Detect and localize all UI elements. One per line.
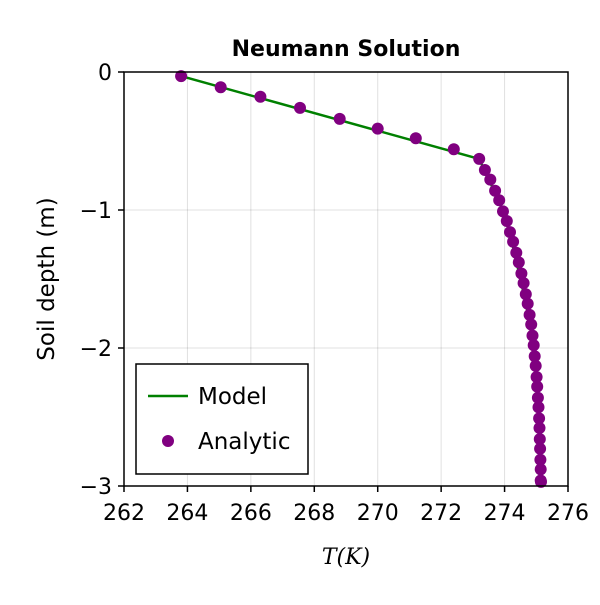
x-tick-label: 264 <box>166 501 208 526</box>
y-tick-label: −3 <box>80 475 112 500</box>
series-point-analytic <box>532 401 545 414</box>
series-point-analytic <box>535 475 547 488</box>
series-point-analytic <box>533 422 546 434</box>
chart-title: Neumann Solution <box>232 37 461 62</box>
y-tick-label: 0 <box>98 61 112 86</box>
series-point-analytic <box>528 350 541 363</box>
series-point-analytic <box>534 453 547 466</box>
series-point-analytic <box>254 90 267 103</box>
x-tick-label: 262 <box>103 501 145 526</box>
series-point-analytic <box>447 143 460 156</box>
x-tick-label: 270 <box>357 501 399 526</box>
series-point-analytic <box>489 184 502 197</box>
series-point-analytic <box>527 339 540 352</box>
series-point-analytic <box>497 205 509 218</box>
series-point-analytic <box>371 122 384 135</box>
x-tick-label: 266 <box>230 501 272 526</box>
series-point-analytic <box>294 101 306 114</box>
series-point-analytic <box>478 164 491 176</box>
y-axis-label: Soil depth (m) <box>34 197 60 360</box>
series-point-analytic <box>533 433 546 446</box>
x-tick-label: 268 <box>293 501 335 526</box>
series-point-analytic <box>333 112 346 125</box>
series-point-analytic <box>526 329 539 342</box>
x-tick-label: 272 <box>420 501 462 526</box>
series-point-analytic <box>534 442 547 455</box>
series-point-analytic <box>512 256 525 269</box>
grid-lines <box>124 72 568 486</box>
series-point-analytic <box>534 463 547 476</box>
x-tick-label: 276 <box>547 501 589 526</box>
series-point-analytic <box>531 380 544 393</box>
series-point-analytic <box>504 226 516 239</box>
series-point-analytic <box>523 308 536 321</box>
series-point-analytic <box>517 277 530 290</box>
series-point-analytic <box>533 412 546 425</box>
x-axis-label: T(K) <box>322 545 370 570</box>
legend: Model Analytic <box>135 363 309 475</box>
series-point-analytic <box>515 267 528 280</box>
series-point-analytic <box>530 371 543 383</box>
y-tick-label: −1 <box>80 199 112 224</box>
plot-frame <box>123 71 569 487</box>
legend-swatch-analytic <box>162 435 174 447</box>
series-point-analytic <box>175 70 188 83</box>
series-point-analytic <box>507 235 520 248</box>
plot-data <box>175 70 547 488</box>
series-point-analytic <box>473 152 486 165</box>
series-point-analytic <box>519 288 532 301</box>
series-point-analytic <box>525 318 538 331</box>
series-point-analytic <box>484 173 497 186</box>
legend-label-analytic: Analytic <box>198 429 290 455</box>
axis-ticks: 262 264 266 268 270 272 274 276 0 −1 −2 −3 <box>80 61 589 526</box>
series-point-analytic <box>510 246 523 259</box>
series-point-analytic <box>409 132 422 145</box>
series-point-analytic <box>500 215 513 227</box>
series-point-analytic <box>531 391 544 404</box>
legend-label-model: Model <box>198 384 267 410</box>
series-point-analytic <box>521 297 534 310</box>
series-point-analytic <box>529 359 542 372</box>
series-point-analytic <box>493 194 506 207</box>
y-tick-label: −2 <box>80 337 112 362</box>
legend-box <box>135 363 309 475</box>
x-tick-label: 274 <box>484 501 526 526</box>
series-point-analytic <box>214 81 227 94</box>
